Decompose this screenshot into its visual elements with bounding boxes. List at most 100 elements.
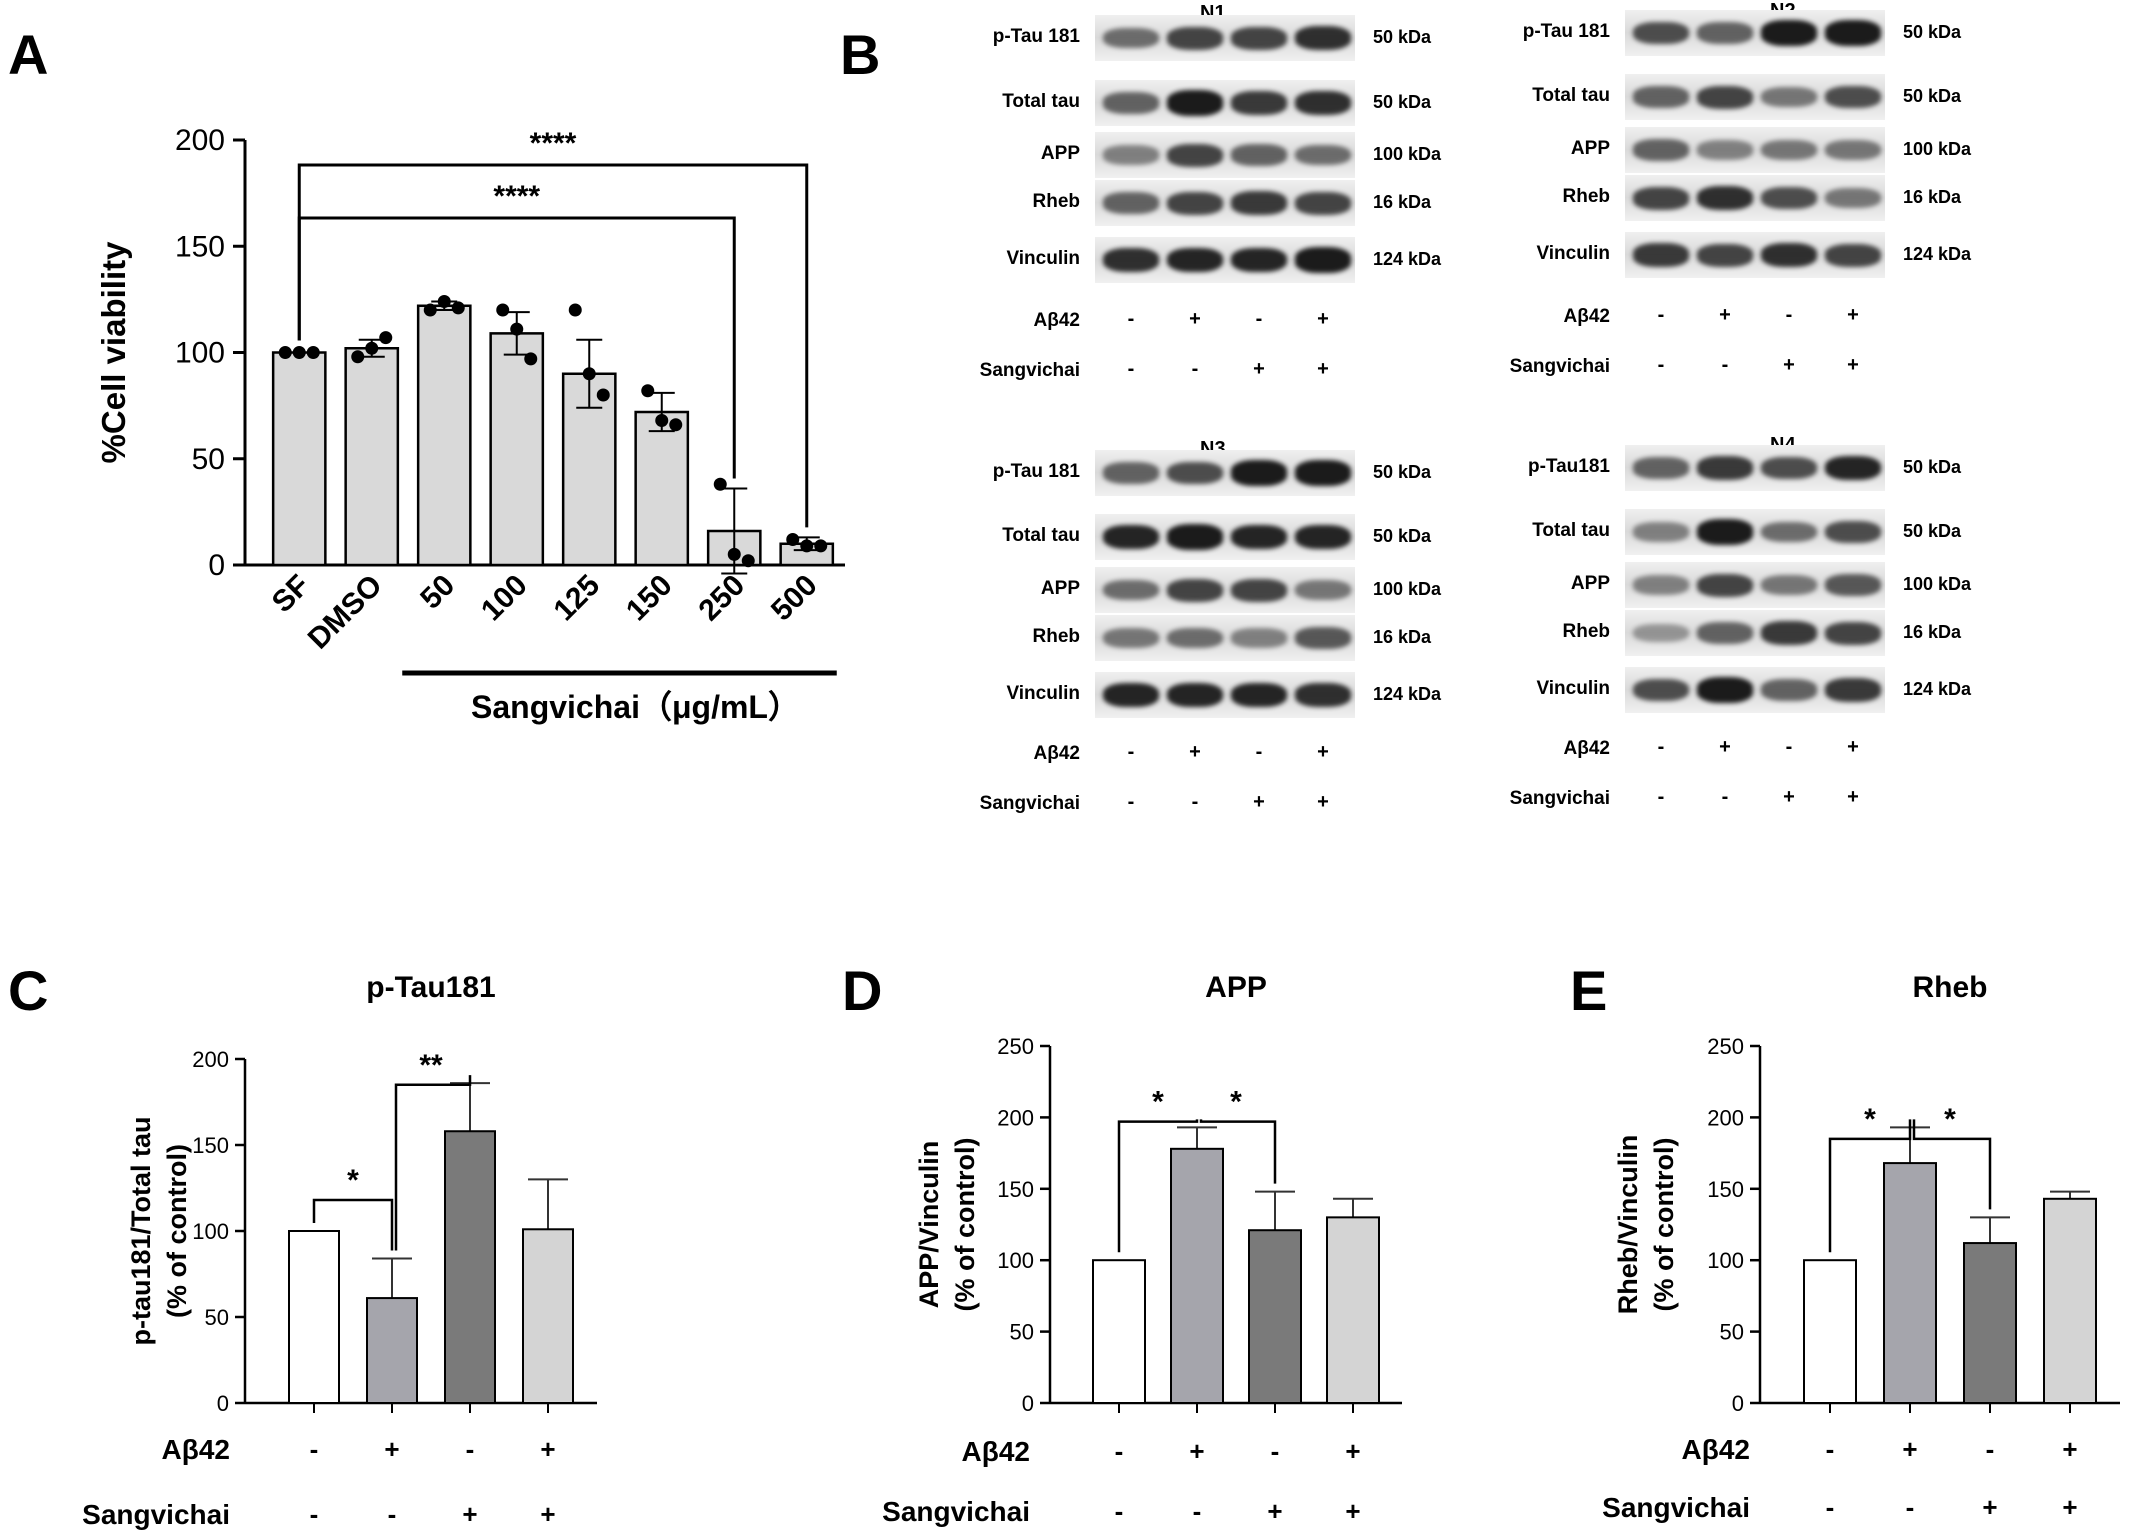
- y-tick-label: 200: [192, 1047, 229, 1072]
- abeta-sign: -: [1271, 1436, 1280, 1466]
- blot-protein-label: Vinculin: [1536, 243, 1610, 264]
- significance-label: ****: [493, 180, 540, 213]
- treatment-sign: -: [1657, 786, 1665, 808]
- blot-band: [1761, 87, 1817, 107]
- treatment-sign: -: [1127, 308, 1135, 330]
- blot-strip: [1095, 132, 1355, 178]
- blot-band: [1103, 524, 1159, 550]
- blot-band: [1167, 461, 1223, 485]
- y-axis-label: APP/Vinculin: [914, 1141, 944, 1309]
- blot-band: [1761, 242, 1817, 268]
- treatment-sign: -: [1191, 358, 1199, 380]
- significance-bracket: [1117, 1119, 1199, 1253]
- data-point: [496, 303, 510, 317]
- bar: [366, 1297, 418, 1404]
- blot-band: [1633, 457, 1689, 479]
- y-axis-label-unit: (% of control): [1649, 1138, 1679, 1312]
- y-axis-label: p-tau181/Total tau: [126, 1116, 156, 1345]
- data-point: [292, 346, 306, 359]
- data-point: [510, 322, 524, 336]
- blot-band: [1633, 139, 1689, 161]
- treatment-sign: +: [1847, 354, 1859, 376]
- bar: [489, 332, 545, 567]
- blot-band: [1825, 520, 1881, 544]
- treatment-sign: +: [1189, 308, 1201, 330]
- treatment-sign: -: [1657, 354, 1665, 376]
- blot-band: [1103, 682, 1159, 708]
- significance-label: **: [419, 1049, 443, 1082]
- data-point: [596, 388, 610, 402]
- sangvichai-label: Sangvichai: [1602, 1492, 1750, 1523]
- bar: [634, 410, 690, 567]
- bar: [1803, 1259, 1857, 1405]
- sangvichai-label: Sangvichai: [979, 360, 1080, 381]
- y-tick-label: 0: [1022, 1391, 1034, 1416]
- bar: [1883, 1162, 1937, 1404]
- data-point: [365, 341, 379, 355]
- treatment-sign: +: [1317, 308, 1329, 330]
- blot-protein-label: Rheb: [1032, 626, 1081, 647]
- blot-strip: [1095, 672, 1355, 718]
- abeta-sign: -: [466, 1434, 475, 1464]
- blot-band: [1295, 580, 1351, 600]
- sangvichai-label: Sangvichai: [1509, 788, 1610, 809]
- treatment-sign: -: [1657, 304, 1665, 326]
- y-tick-label: 200: [1707, 1105, 1744, 1130]
- sangvichai-label: Sangvichai: [82, 1499, 230, 1530]
- blot-band: [1231, 26, 1287, 50]
- significance-bracket: [1912, 1119, 1992, 1210]
- y-tick-label: 250: [997, 1034, 1034, 1059]
- y-tick-label: 100: [997, 1248, 1034, 1273]
- blot-kda-label: 100 kDa: [1903, 139, 1972, 159]
- blot-protein-label: APP: [1570, 138, 1610, 159]
- blot-band: [1295, 144, 1351, 166]
- blot-strip: [1095, 567, 1355, 613]
- blot-band: [1167, 524, 1223, 550]
- y-tick-label: 50: [205, 1305, 229, 1330]
- treatment-sign: -: [1785, 736, 1793, 758]
- blot-band: [1825, 20, 1881, 46]
- blot-protein-label: Rheb: [1032, 191, 1081, 212]
- significance-bracket: [312, 1198, 394, 1251]
- abeta-label: Aβ42: [162, 1434, 230, 1465]
- blot-band: [1633, 575, 1689, 595]
- blot-band: [1231, 247, 1287, 273]
- panel-letter-c: C: [8, 959, 49, 1022]
- blot-band: [1167, 191, 1223, 215]
- y-tick-label: 200: [175, 124, 225, 157]
- data-point: [641, 384, 655, 398]
- abeta-sign: -: [1115, 1436, 1124, 1466]
- y-tick-label: 100: [1707, 1248, 1744, 1273]
- treatment-sign: +: [1719, 736, 1731, 758]
- y-axis-label-unit: (% of control): [162, 1144, 192, 1318]
- blot-strip: [1625, 509, 1885, 555]
- abeta-sign: -: [1826, 1434, 1835, 1464]
- significance-bracket: [1828, 1119, 1912, 1253]
- treatment-sign: -: [1721, 354, 1729, 376]
- abeta-sign: +: [1345, 1436, 1360, 1466]
- blot-protein-label: Vinculin: [1536, 678, 1610, 699]
- treatment-sign: +: [1783, 786, 1795, 808]
- treatment-sign: -: [1657, 736, 1665, 758]
- sangvichai-label: Sangvichai: [882, 1496, 1030, 1527]
- blot-strip: [1095, 180, 1355, 226]
- blot-kda-label: 16 kDa: [1373, 627, 1432, 647]
- blot-protein-label: APP: [1040, 143, 1080, 164]
- bar: [1326, 1216, 1380, 1404]
- data-point: [814, 539, 828, 553]
- sangvichai-sign: -: [310, 1499, 319, 1529]
- blot-protein-label: Vinculin: [1006, 248, 1080, 269]
- blot-strip: [1625, 562, 1885, 608]
- blot-protein-label: Total tau: [1532, 520, 1610, 541]
- blot-protein-label: p-Tau 181: [1522, 21, 1610, 42]
- blot-band: [1103, 92, 1159, 114]
- blot-band: [1103, 145, 1159, 165]
- data-point: [568, 303, 582, 317]
- blot-band: [1103, 462, 1159, 484]
- abeta-label: Aβ42: [1682, 1434, 1750, 1465]
- data-point: [741, 554, 755, 568]
- treatment-sign: +: [1253, 791, 1265, 813]
- blot-band: [1633, 623, 1689, 643]
- blot-protein-label: APP: [1570, 573, 1610, 594]
